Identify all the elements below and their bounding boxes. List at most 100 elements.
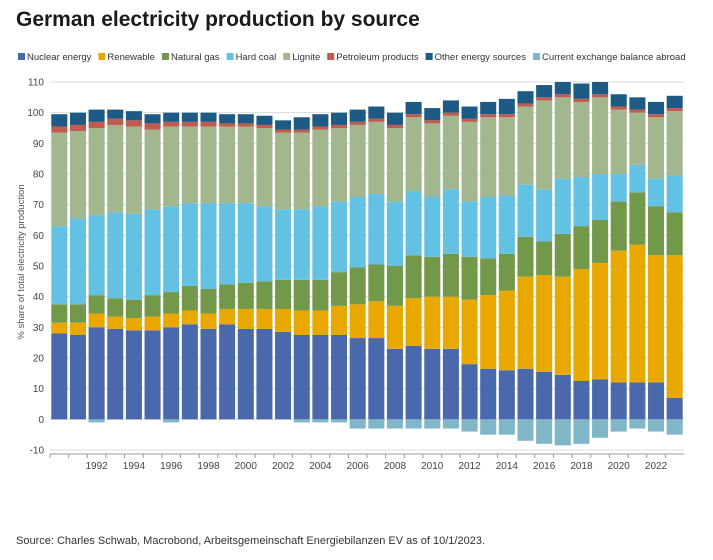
bar-segment [386,201,403,266]
bar-segment [648,419,665,432]
bar-segment [144,330,161,420]
bar-segment [629,192,646,245]
bar-segment [200,313,217,329]
bar-segment [480,197,497,259]
bar-segment [648,114,665,118]
bar-segment [312,279,329,311]
bar-segment [405,345,422,420]
bar-segment [554,374,571,420]
bar-segment [331,124,348,128]
bar-segment [405,255,422,299]
bar-segment [293,279,310,311]
bar-segment [237,203,254,283]
bar-segment [219,114,236,124]
bar-segment [629,112,646,165]
bar-segment [386,124,403,128]
bar-segment [573,226,590,270]
bar-segment [69,322,86,335]
bar-segment [51,226,68,305]
bar-segment [181,285,198,311]
bar-segment [573,83,590,99]
bar-segment [442,253,459,297]
bar-segment [666,95,683,109]
legend-swatch [98,53,106,60]
bar-segment [498,195,515,254]
bar-segment [629,97,646,110]
y-tick-label: 110 [28,78,44,89]
bar-segment [386,266,403,306]
legend-label: Natural gas [171,52,220,63]
y-tick-label: 40 [33,292,45,303]
bar-segment [144,209,161,296]
bar-segment [461,106,478,119]
bar-segment [554,419,571,446]
bar-segment [256,115,273,125]
bar-segment [107,316,124,329]
bar-segment [331,128,348,202]
bar-segment [498,290,515,371]
bar-segment [107,124,124,213]
bar-segment [368,193,385,265]
bar-segment [629,244,646,383]
bar-segment [237,126,254,204]
bar-segment [368,419,385,429]
bar-segment [573,101,590,178]
bar-segment [88,215,105,296]
bar-segment [331,272,348,306]
bar-segment [144,295,161,317]
bar-segment [275,308,292,332]
chart-title: German electricity production by source [16,8,420,31]
y-axis: -10 0 10 20 30 40 50 60 70 80 90 100 110 [27,78,44,457]
bar-segment [386,112,403,125]
bar-segment [107,298,124,317]
bar-segment [405,114,422,118]
x-tick-label: 2006 [347,461,370,472]
bar-segment [219,123,236,127]
bar-segment [536,241,553,276]
bar-segment [424,123,441,197]
legend-label: Hard coal [236,52,277,63]
bar-segment [610,250,627,383]
bar-segment [200,203,217,289]
bar-segment [517,368,534,420]
bar-segment [312,206,329,280]
bar-segment [368,118,385,122]
bar-segment [312,419,329,423]
y-tick-label: 30 [33,323,45,334]
bar-segment [461,201,478,257]
bar-segment [517,236,534,277]
bar-segment [405,419,422,429]
bar-segment [480,419,497,435]
bar-segment [386,419,403,429]
bar-segment [648,382,665,420]
bar-segment [554,233,571,277]
y-tick-label: -10 [30,446,45,457]
bar-segment [592,94,609,98]
x-tick-label: 2016 [533,461,556,472]
legend-swatch [532,53,540,60]
bar-segment [368,106,385,119]
bar-segment [405,101,422,115]
bar-segment [51,126,68,133]
bar-segment [219,203,236,285]
bar-segment [275,209,292,280]
bar-segment [666,212,683,256]
bar-segment [275,331,292,420]
bar-segment [88,128,105,216]
bar-segment [331,305,348,335]
bar-segment [536,419,553,444]
bar-segment [405,298,422,346]
bar-segment [107,328,124,420]
bar-segment [237,114,254,124]
bar-segment [424,296,441,349]
bar-segment [666,175,683,213]
x-tick-label: 1998 [197,461,220,472]
bar-segment [554,276,571,375]
bar-segment [592,174,609,220]
bar-segment [592,220,609,263]
x-tick-label: 2002 [272,461,295,472]
bar-segment [349,124,366,197]
bar-segment [573,269,590,381]
bar-segment [51,114,68,127]
bar-segment [442,115,459,190]
